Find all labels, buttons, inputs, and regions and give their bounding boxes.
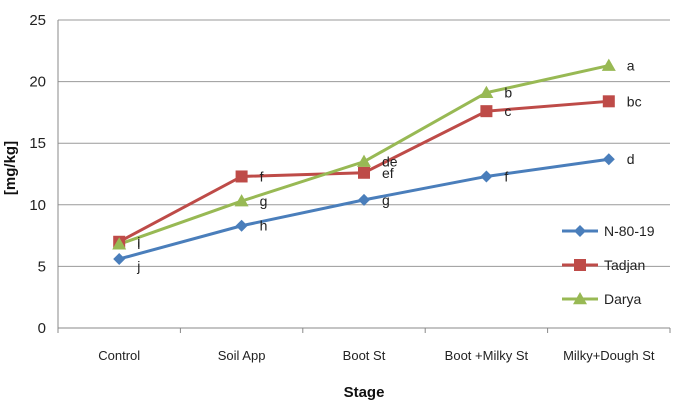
legend-marker-2 (573, 292, 587, 305)
x-tick-label-1: Control (98, 348, 140, 363)
marker-2-1 (234, 194, 249, 207)
marker-0-0 (113, 253, 126, 266)
x-tick-labels: Control Soil App Boot St Boot +Milky St Milk… (57, 328, 671, 363)
point-label-1-3: c (504, 103, 511, 119)
point-label-2-2: de (382, 154, 398, 170)
x-axis-title: Stage (344, 384, 385, 401)
legend-label-0: N-80-19 (604, 223, 655, 239)
legend-marker-0 (574, 225, 586, 237)
x-tick-label-2: Soil App (218, 348, 266, 363)
y-tick-label-15: 15 (29, 135, 46, 152)
point-label-2-0: i (137, 236, 140, 252)
y-tick-label-25: 25 (29, 12, 46, 29)
point-label-0-3: f (504, 168, 508, 184)
marker-0-4 (602, 153, 615, 166)
marker-0-2 (358, 193, 370, 206)
marker-1-3 (480, 105, 493, 118)
x-tick-label-4: Boot +Milky St (445, 348, 529, 363)
axes (57, 20, 670, 329)
marker-1-4 (602, 95, 615, 108)
marker-2-3 (479, 85, 494, 98)
x-tick-label-3: Boot St (343, 348, 386, 363)
point-label-0-4: d (627, 151, 635, 167)
point-label-1-2: ef (382, 165, 394, 181)
point-label-1-4: bc (627, 93, 642, 109)
point-label-2-3: b (504, 85, 512, 101)
marker-1-2 (358, 166, 370, 179)
y-tick-label-0: 0 (38, 320, 46, 337)
marker-1-1 (235, 170, 248, 183)
y-tick-label-5: 5 (38, 258, 46, 275)
point-label-2-1: g (260, 193, 268, 209)
y-axis-title: [mg/kg] (2, 141, 19, 195)
point-label-0-2: g (382, 192, 390, 208)
point-label-1-1: f (260, 168, 264, 184)
marker-0-3 (480, 170, 493, 183)
point-label-1-0: i (137, 234, 140, 250)
marker-2-2 (357, 154, 371, 167)
legend-marker-1 (574, 259, 586, 271)
legend-label-2: Darya (604, 291, 642, 307)
legend: N-80-19 Tadjan Darya (562, 223, 655, 307)
series-markers (112, 58, 616, 266)
y-tick-label-20: 20 (29, 74, 46, 91)
point-label-0-0: j (136, 258, 140, 274)
point-label-0-1: h (260, 218, 268, 234)
y-tick-label-10: 10 (29, 197, 46, 214)
point-label-2-4: a (627, 58, 635, 74)
y-tick-labels: 0 5 10 15 20 25 (29, 12, 46, 337)
marker-0-1 (235, 219, 248, 232)
x-tick-label-5: Milky+Dough St (563, 348, 655, 363)
marker-2-4 (601, 58, 616, 71)
marker-2-0 (112, 237, 127, 250)
legend-label-1: Tadjan (604, 257, 645, 273)
